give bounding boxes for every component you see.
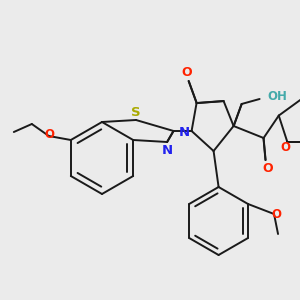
Text: N: N (179, 127, 190, 140)
Text: O: O (181, 65, 192, 79)
Text: O: O (280, 141, 290, 154)
Text: N: N (162, 145, 173, 158)
Text: OH: OH (268, 91, 287, 103)
Text: O: O (262, 163, 273, 176)
Text: O: O (45, 128, 55, 142)
Text: O: O (271, 208, 281, 221)
Text: S: S (131, 106, 141, 118)
